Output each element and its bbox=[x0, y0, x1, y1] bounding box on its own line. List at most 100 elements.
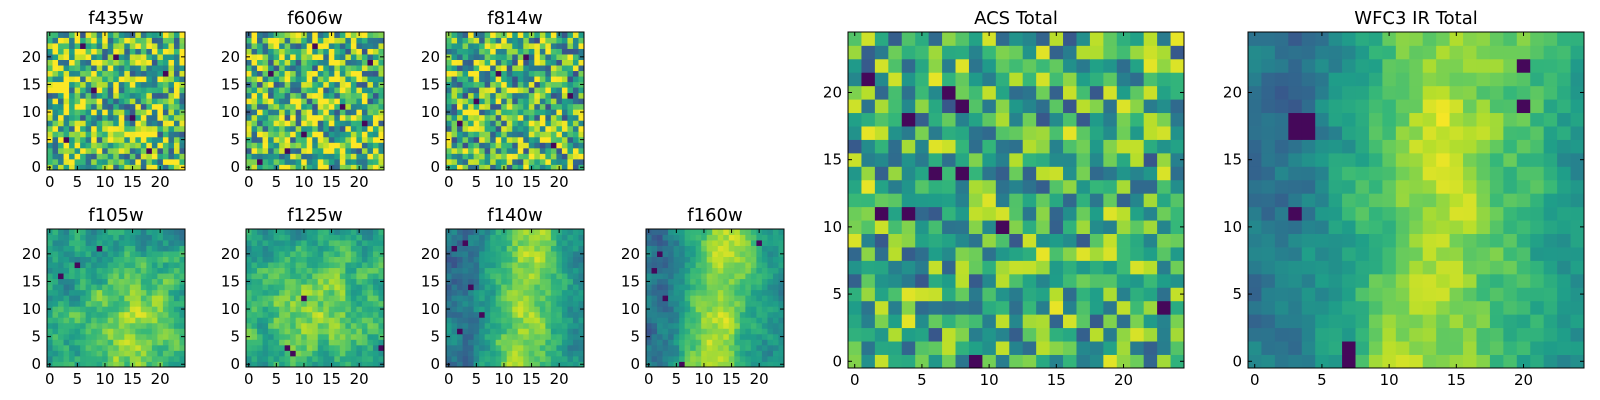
heatmap-cell bbox=[151, 229, 158, 235]
heatmap-cell bbox=[572, 48, 579, 55]
heatmap-cell bbox=[451, 109, 458, 116]
heatmap-cell bbox=[739, 355, 746, 362]
heatmap-cell bbox=[888, 287, 903, 302]
panel-title: f606w bbox=[287, 8, 342, 29]
heatmap-cell bbox=[268, 328, 274, 335]
heatmap-cell bbox=[328, 245, 335, 252]
heatmap-cell bbox=[273, 306, 280, 313]
x-tick-label: 10 bbox=[294, 370, 313, 388]
heatmap-cell bbox=[915, 260, 930, 275]
heatmap-cell bbox=[545, 284, 552, 291]
heatmap-cell bbox=[124, 245, 131, 252]
heatmap-cell bbox=[684, 267, 691, 274]
heatmap-cell bbox=[657, 333, 663, 340]
heatmap-cell bbox=[74, 76, 81, 83]
heatmap-cell bbox=[512, 125, 519, 132]
heatmap-cell bbox=[734, 339, 741, 346]
heatmap-cell bbox=[52, 87, 59, 94]
heatmap-cell bbox=[350, 43, 357, 49]
heatmap-cell bbox=[151, 300, 158, 307]
heatmap-cell bbox=[378, 87, 385, 94]
heatmap-cell bbox=[901, 166, 916, 181]
heatmap-cell bbox=[550, 311, 557, 318]
heatmap-cell bbox=[712, 344, 719, 351]
heatmap-cell bbox=[539, 350, 546, 357]
heatmap-cell bbox=[113, 256, 120, 263]
heatmap-cell bbox=[457, 43, 463, 49]
heatmap-cell bbox=[323, 311, 330, 318]
heatmap-cell bbox=[107, 114, 114, 121]
heatmap-cell bbox=[69, 109, 75, 116]
heatmap-cell bbox=[151, 289, 158, 296]
heatmap-cell bbox=[63, 142, 70, 149]
heatmap-cell bbox=[928, 247, 943, 261]
heatmap-cell bbox=[290, 136, 297, 143]
heatmap-cell bbox=[490, 284, 497, 291]
heatmap-cell bbox=[372, 65, 379, 72]
heatmap-cell bbox=[52, 125, 59, 132]
heatmap-cell bbox=[102, 306, 109, 313]
heatmap-cell bbox=[85, 333, 92, 340]
heatmap-cell bbox=[345, 317, 352, 324]
heatmap-cell bbox=[246, 322, 252, 329]
heatmap-cell bbox=[367, 273, 374, 280]
heatmap-cell bbox=[528, 120, 535, 127]
heatmap-cell bbox=[339, 229, 346, 235]
heatmap-cell bbox=[378, 267, 385, 274]
heatmap-cell bbox=[356, 48, 363, 55]
heatmap-cell bbox=[1116, 314, 1131, 329]
y-tick-label: 15 bbox=[421, 272, 440, 290]
heatmap-cell bbox=[345, 109, 352, 116]
heatmap-cell bbox=[848, 341, 862, 355]
heatmap-cell bbox=[501, 300, 508, 307]
heatmap-cell bbox=[317, 142, 324, 149]
heatmap-cell bbox=[102, 131, 109, 138]
heatmap-cell bbox=[451, 322, 458, 329]
heatmap-cell bbox=[157, 87, 164, 94]
x-tick-label: 5 bbox=[272, 370, 282, 388]
heatmap-cell bbox=[323, 109, 330, 116]
heatmap-cell bbox=[295, 54, 302, 60]
heatmap-cell bbox=[69, 37, 75, 44]
heatmap-cell bbox=[91, 240, 98, 246]
y-tick-label: 0 bbox=[31, 355, 41, 373]
heatmap-cell bbox=[162, 65, 169, 72]
heatmap-cell bbox=[52, 136, 59, 143]
heatmap-cell bbox=[85, 300, 92, 307]
heatmap-cell bbox=[80, 273, 87, 280]
heatmap-cell bbox=[695, 339, 702, 346]
heatmap-cell bbox=[367, 245, 374, 252]
heatmap-cell bbox=[1116, 193, 1131, 208]
heatmap-cell bbox=[457, 317, 463, 324]
heatmap-cell bbox=[339, 278, 346, 285]
heatmap-cell bbox=[679, 289, 686, 296]
heatmap-cell bbox=[739, 273, 746, 280]
heatmap-cell bbox=[268, 114, 274, 121]
heatmap-cell bbox=[457, 103, 463, 110]
heatmap-cell bbox=[1009, 166, 1024, 181]
heatmap-cell bbox=[179, 339, 186, 346]
heatmap-cell bbox=[273, 234, 280, 241]
heatmap-cell bbox=[578, 240, 585, 246]
heatmap-cell bbox=[91, 32, 98, 38]
heatmap-cell bbox=[646, 295, 652, 302]
heatmap-cell bbox=[446, 92, 452, 99]
heatmap-cell bbox=[168, 355, 175, 362]
heatmap-cell bbox=[490, 164, 497, 171]
heatmap-cell bbox=[506, 54, 513, 60]
heatmap-cell bbox=[52, 267, 59, 274]
heatmap-cell bbox=[113, 355, 120, 362]
heatmap-cell bbox=[1063, 327, 1077, 342]
heatmap-cell bbox=[473, 333, 480, 340]
heatmap-cell bbox=[339, 98, 346, 105]
heatmap-cell bbox=[378, 48, 385, 55]
heatmap-cell bbox=[173, 333, 180, 340]
heatmap-cell bbox=[140, 328, 147, 335]
heatmap-cell bbox=[246, 43, 252, 49]
heatmap-cell bbox=[129, 289, 136, 296]
heatmap-cell bbox=[290, 131, 297, 138]
heatmap-cell bbox=[534, 278, 541, 285]
heatmap-cell bbox=[684, 273, 691, 280]
heatmap-cell bbox=[140, 251, 147, 257]
heatmap-cell bbox=[168, 306, 175, 313]
